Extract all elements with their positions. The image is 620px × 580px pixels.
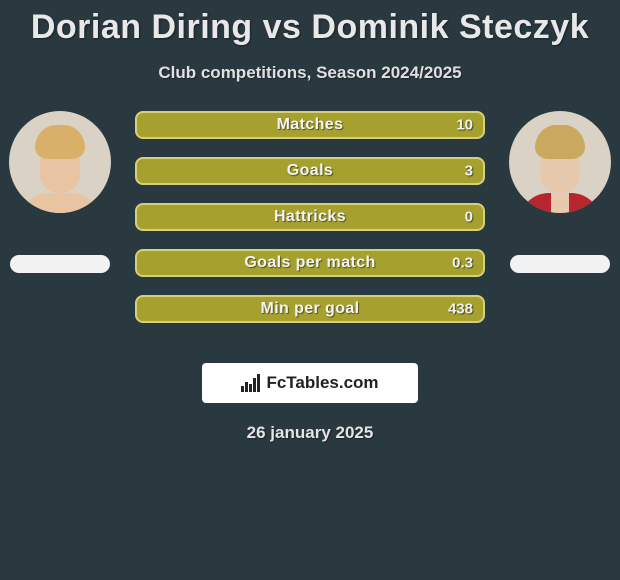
stat-value-right: 3 <box>465 163 473 180</box>
bar-chart-icon <box>241 374 260 392</box>
brand-text: FcTables.com <box>266 373 378 393</box>
comparison-panel: Matches 10 Goals 3 Hattricks 0 Goals per match… <box>0 111 620 341</box>
player-left <box>0 111 120 273</box>
stat-label: Matches <box>277 116 344 134</box>
stat-bar: Matches 10 <box>135 111 485 139</box>
stat-bars: Matches 10 Goals 3 Hattricks 0 Goals per match… <box>135 111 485 323</box>
avatar-right <box>509 111 611 213</box>
stat-bar: Goals per match 0.3 <box>135 249 485 277</box>
player-right-name-pill <box>510 255 610 273</box>
stat-value-right: 0.3 <box>452 255 473 272</box>
stat-value-right: 10 <box>456 117 473 134</box>
brand-badge[interactable]: FcTables.com <box>202 363 418 403</box>
snapshot-date: 26 january 2025 <box>0 423 620 443</box>
stat-label: Goals per match <box>244 254 375 272</box>
stat-label: Goals <box>287 162 333 180</box>
stat-label: Hattricks <box>274 208 346 226</box>
player-left-name-pill <box>10 255 110 273</box>
stat-value-right: 438 <box>448 301 473 318</box>
player-right <box>500 111 620 273</box>
stat-bar: Min per goal 438 <box>135 295 485 323</box>
avatar-left <box>9 111 111 213</box>
subtitle: Club competitions, Season 2024/2025 <box>0 63 620 83</box>
stat-bar: Hattricks 0 <box>135 203 485 231</box>
stat-bar: Goals 3 <box>135 157 485 185</box>
stat-value-right: 0 <box>465 209 473 226</box>
page-title: Dorian Diring vs Dominik Steczyk <box>0 0 620 47</box>
stat-label: Min per goal <box>260 300 359 318</box>
